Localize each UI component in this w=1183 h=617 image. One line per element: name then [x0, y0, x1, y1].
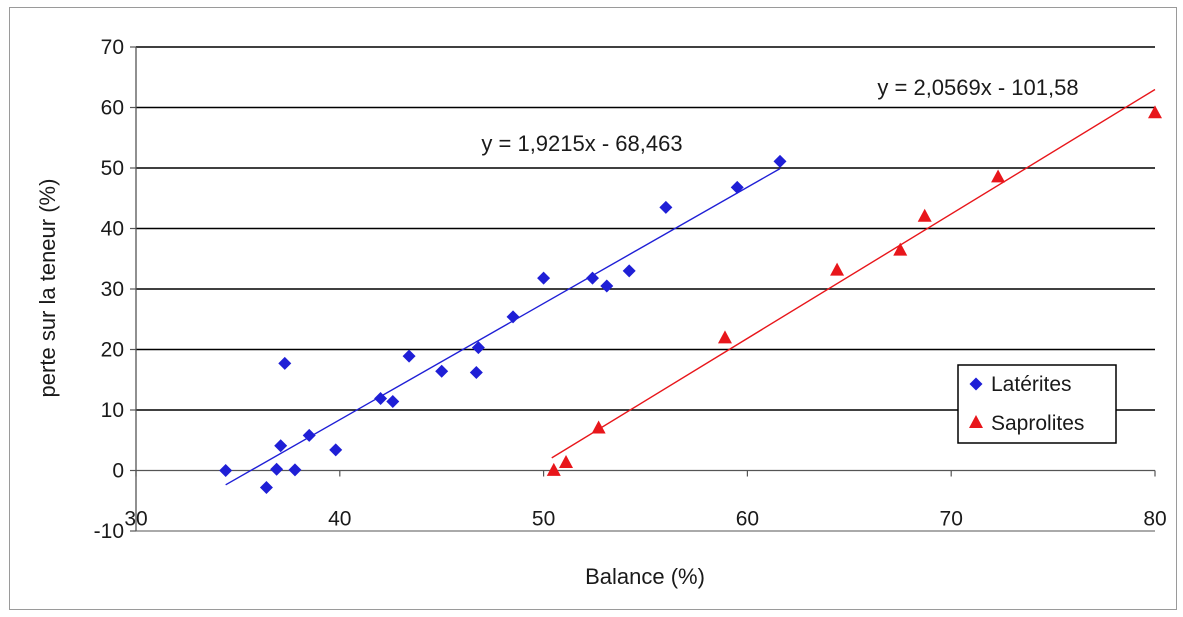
saprolites-point-5 — [893, 242, 908, 256]
saprolites-point-7 — [991, 169, 1006, 183]
saprolites-point-8 — [1148, 105, 1162, 119]
laterites-point-10 — [402, 349, 416, 363]
legend-saprolites-label: Saprolites — [991, 412, 1084, 435]
laterites-point-8 — [374, 392, 388, 406]
x-tick-label-60: 60 — [736, 508, 759, 531]
legend-laterites-label: Latérites — [991, 373, 1072, 396]
y-tick-label-30: 30 — [101, 278, 124, 301]
laterites-point-13 — [471, 341, 485, 355]
laterites-point-17 — [600, 279, 614, 293]
laterites-point-5 — [288, 463, 302, 477]
grid-lines — [136, 46, 1155, 411]
saprolites-point-0 — [546, 462, 561, 476]
laterites-point-21 — [773, 154, 787, 168]
x-tick-label-80: 80 — [1143, 508, 1166, 531]
saprolites-point-6 — [917, 208, 932, 222]
laterites-point-7 — [329, 443, 343, 457]
laterites-point-15 — [537, 271, 551, 285]
y-tick-label-60: 60 — [101, 97, 124, 120]
laterites-point-16 — [586, 271, 600, 285]
saprolites-point-3 — [717, 330, 732, 344]
trendlines — [225, 88, 1156, 486]
tick-labels: -10 0 10 20 30 40 50 60 70 30 40 50 60 70 80 — [94, 36, 1167, 543]
legend-saprolites-triangle-marker — [969, 415, 983, 428]
y-tick-label-20: 20 — [101, 339, 124, 362]
laterites-point-9 — [386, 395, 400, 409]
data-markers — [219, 105, 1162, 494]
trendline-laterites — [225, 167, 781, 486]
laterites-point-1 — [259, 480, 273, 494]
laterites-point-2 — [270, 462, 284, 476]
laterites-trendline-equation: y = 1,9215x - 68,463 — [481, 131, 682, 156]
legend-box — [957, 364, 1117, 444]
y-tick-label-70: 70 — [101, 36, 124, 59]
laterites-point-14 — [506, 310, 520, 324]
trendline-saprolites — [551, 88, 1156, 459]
legend: Latérites Saprolites — [957, 364, 1117, 444]
laterites-point-18 — [622, 264, 636, 278]
laterites-point-12 — [469, 365, 483, 379]
legend-laterites-diamond-marker — [969, 377, 983, 391]
axes — [130, 46, 1156, 532]
y-tick-label--10: -10 — [94, 520, 124, 543]
saprolites-point-4 — [830, 262, 845, 276]
x-tick-label-40: 40 — [328, 508, 351, 531]
x-axis-title: Balance (%) — [585, 564, 705, 589]
laterites-point-4 — [278, 356, 292, 370]
laterites-point-19 — [659, 200, 673, 214]
laterites-point-20 — [730, 180, 744, 194]
saprolites-point-1 — [559, 455, 574, 468]
y-tick-label-0: 0 — [112, 460, 124, 483]
y-axis-title: perte sur la teneur (%) — [35, 179, 60, 398]
saprolites-point-2 — [591, 420, 606, 434]
x-tick-label-30: 30 — [124, 508, 147, 531]
laterites-point-3 — [274, 439, 288, 453]
x-tick-label-50: 50 — [532, 508, 555, 531]
laterites-point-6 — [302, 428, 316, 442]
saprolites-trendline-equation: y = 2,0569x - 101,58 — [877, 75, 1078, 100]
laterites-point-11 — [435, 364, 449, 378]
y-tick-label-50: 50 — [101, 157, 124, 180]
y-tick-label-10: 10 — [101, 399, 124, 422]
x-tick-label-70: 70 — [940, 508, 963, 531]
laterites-point-0 — [219, 464, 233, 477]
y-tick-label-40: 40 — [101, 218, 124, 241]
